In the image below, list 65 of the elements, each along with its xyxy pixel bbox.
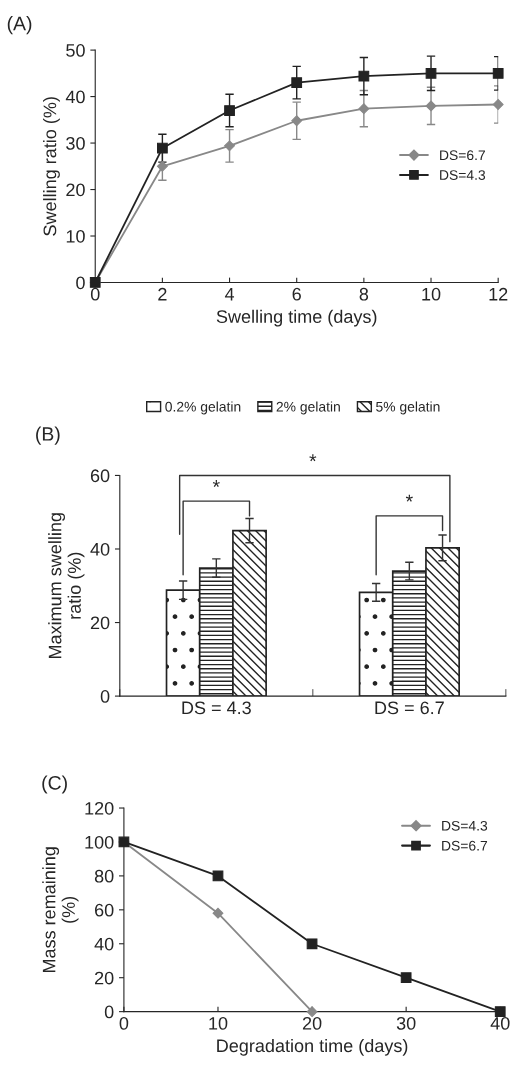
- y-axis-title: Maximum swelling ratio (%): [48, 513, 85, 659]
- x-tick-label: 2: [158, 287, 167, 301]
- x-tick-label: 6: [292, 287, 301, 301]
- x-tick-label: DS = 4.3: [182, 701, 251, 715]
- y-tick-label: 120: [85, 801, 114, 815]
- y-tick-label: 40: [90, 542, 110, 556]
- y-tick-label: 100: [85, 835, 114, 849]
- point: [494, 1006, 506, 1018]
- y-tick-label: 0: [104, 1005, 114, 1019]
- y-tick-label: 50: [66, 44, 85, 57]
- y-tick-label: 20: [90, 616, 110, 630]
- annotation: *: [405, 494, 413, 502]
- x-tick-label: 12: [489, 287, 508, 301]
- point: [224, 140, 235, 152]
- legend-label: DS=6.7: [440, 150, 485, 161]
- text: *: [309, 454, 317, 462]
- y-tick-label: 80: [94, 869, 114, 883]
- point: [358, 70, 370, 82]
- x-tick-label: 8: [359, 287, 369, 301]
- annotation: *: [212, 480, 220, 487]
- y-tick-label: 0: [76, 276, 85, 290]
- chart-title: (B): [36, 426, 60, 445]
- point: [212, 907, 224, 919]
- x-tick-label: 20: [302, 1016, 322, 1030]
- legend-label: 0.2% gelatin: [165, 401, 241, 415]
- point: [291, 115, 303, 127]
- point: [306, 938, 318, 950]
- x-tick-label: 40: [490, 1016, 510, 1030]
- point: [425, 100, 437, 112]
- point: [492, 99, 504, 110]
- x-axis-title: Degradation time (days): [217, 1038, 408, 1056]
- y-tick-label: 0: [100, 690, 110, 703]
- y-tick-label: 20: [66, 183, 85, 197]
- x-tick-label: DS = 6.7: [375, 701, 444, 715]
- y-axis-title: Mass remaining (%): [42, 847, 79, 973]
- y-tick-label: 40: [65, 90, 85, 104]
- point: [157, 142, 168, 154]
- point: [425, 67, 437, 79]
- point: [306, 1006, 318, 1018]
- x-tick-label: 0: [119, 1016, 129, 1030]
- chart-title: (C): [42, 775, 67, 794]
- y-tick-label: 60: [90, 469, 110, 483]
- x-tick-label: 10: [209, 1016, 228, 1030]
- point: [400, 972, 412, 984]
- chart-title: (A): [7, 16, 32, 35]
- point: [291, 77, 303, 89]
- x-tick-label: 4: [224, 288, 235, 301]
- point: [492, 67, 504, 79]
- y-tick-label: 30: [66, 136, 85, 150]
- legend-label: 5% gelatin: [376, 401, 440, 415]
- y-tick-label: 40: [94, 937, 114, 951]
- legend-label: DS=4.3: [440, 170, 486, 180]
- legend-label: 2% gelatin: [276, 401, 340, 415]
- x-axis-title: Swelling time (days): [216, 309, 377, 327]
- point: [224, 105, 235, 116]
- x-tick-label: 30: [396, 1016, 416, 1030]
- y-tick-label: 60: [95, 903, 114, 917]
- legend-label: DS=4.3: [442, 820, 488, 831]
- y-axis-title: Swelling ratio (%): [43, 97, 60, 236]
- point: [358, 103, 370, 115]
- y-tick-label: 20: [95, 971, 114, 985]
- y-tick-label: 10: [66, 229, 85, 243]
- legend-label: DS=6.7: [442, 840, 488, 851]
- x-tick-label: 10: [422, 287, 441, 301]
- point: [156, 160, 168, 172]
